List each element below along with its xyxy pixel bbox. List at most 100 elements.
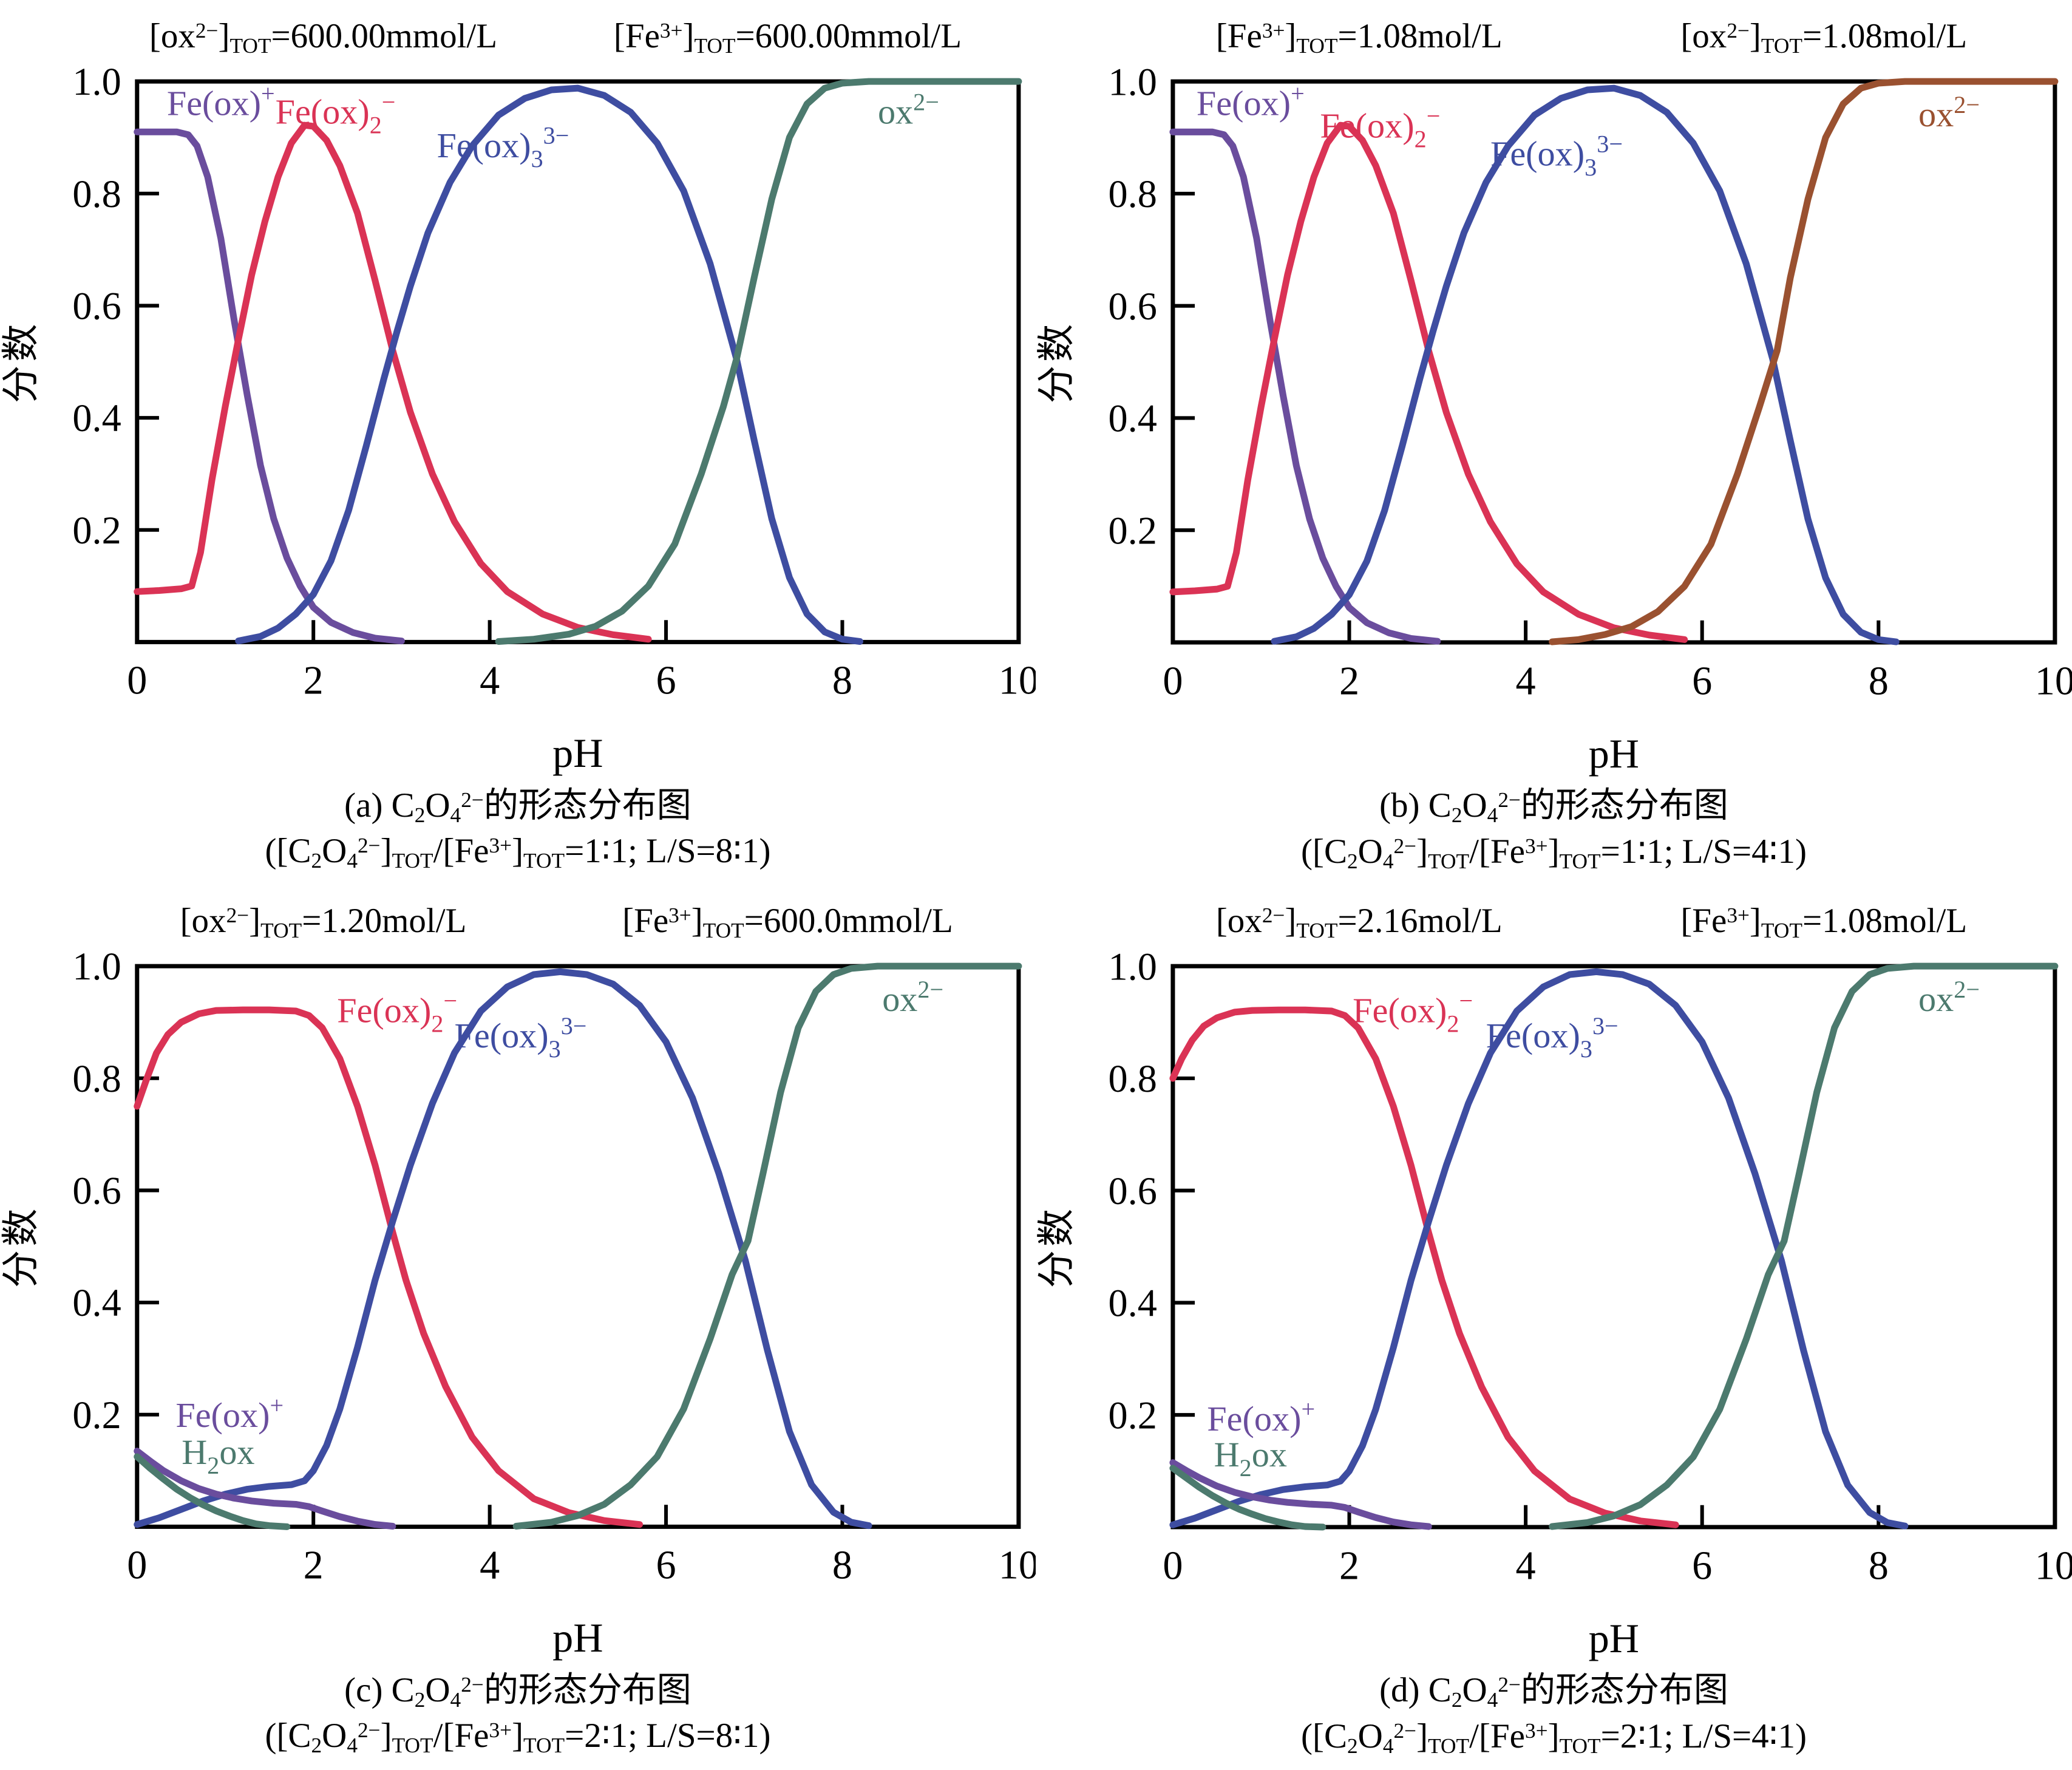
x-tick-label: 6: [1692, 659, 1712, 704]
panel-c-caption: (c) C2O42−的形态分布图 ([C2O42−]TOT/[Fe3+]TOT=…: [0, 1667, 1036, 1758]
y-tick-label: 0.8: [72, 172, 121, 216]
series-label-1: Fe(ox)2−: [276, 89, 396, 139]
series-curve-0: [134, 1007, 644, 1528]
panel-c-title-right: [Fe3+]TOT=600.0mmol/L: [622, 902, 953, 942]
x-tick-label: 10: [2035, 1544, 2072, 1588]
panel-d-plot: 0 2 4 6 8 10 0.2 0.4 0.6 0.8 1.0 Fe(ox)2− Fe(ox)33− o…: [1036, 945, 2072, 1662]
series-label-0: Fe(ox)2−: [337, 987, 457, 1038]
y-axis-title: 分数: [1036, 321, 1078, 404]
series-label-1: Fe(ox)33−: [455, 1012, 587, 1063]
series-label-4: H2ox: [182, 1432, 254, 1479]
panel-a-caption-line1: (a) C2O42−的形态分布图: [344, 786, 691, 827]
x-tick-label: 8: [832, 1544, 852, 1588]
series-label-2: Fe(ox)33−: [436, 122, 569, 172]
x-axis-title: pH: [1589, 1615, 1639, 1661]
panel-b-plot: 0 2 4 6 8 10 0.2 0.4 0.6 0.8 1.0 Fe(ox)+ Fe(ox)2− Fe(…: [1036, 61, 2072, 777]
y-tick-label: 0.8: [1109, 172, 1157, 216]
panel-a-plot: 0 2 4 6 8 10 0.2 0.4 0.6 0.8 1.0 Fe(ox)+ Fe(ox)2− Fe(…: [1, 61, 1036, 777]
x-axis-title: pH: [552, 1615, 603, 1661]
x-tick-label: 2: [1339, 659, 1359, 704]
y-tick-label: 0.4: [1109, 397, 1157, 440]
y-tick-label: 0.2: [1109, 1394, 1157, 1437]
panel-a-header: [ox2−]TOT=600.00mmol/L [Fe3+]TOT=600.00m…: [0, 0, 1036, 57]
panel-d-title-right: [Fe3+]TOT=1.08mol/L: [1680, 902, 1968, 942]
y-tick-label: 0.4: [72, 1282, 121, 1325]
series-curve-4: [1169, 1465, 1326, 1531]
panel-a: [ox2−]TOT=600.00mmol/L [Fe3+]TOT=600.00m…: [0, 0, 1036, 885]
panel-c-header: [ox2−]TOT=1.20mol/L [Fe3+]TOT=600.0mmol/…: [0, 885, 1036, 942]
y-tick-label: 0.4: [1109, 1282, 1157, 1325]
x-tick-label: 6: [656, 659, 676, 703]
panel-b-header: [Fe3+]TOT=1.08mol/L [ox2−]TOT=1.08mol/L: [1036, 0, 2072, 57]
x-axis-title: pH: [1589, 730, 1639, 777]
y-tick-label: 1.0: [1109, 945, 1157, 989]
panel-b-caption-line1: (b) C2O42−的形态分布图: [1379, 786, 1728, 828]
series-curve-2: [512, 963, 1022, 1530]
y-tick-label: 0.2: [1109, 509, 1157, 553]
panel-d-caption: (d) C2O42−的形态分布图 ([C2O42−]TOT/[Fe3+]TOT=…: [1036, 1667, 2072, 1758]
y-tick-label: 0.8: [72, 1057, 121, 1100]
x-tick-label: 4: [1516, 1544, 1536, 1588]
x-axis-title: pH: [552, 730, 603, 777]
series-curve-1: [1169, 968, 1909, 1530]
series-label-0: Fe(ox)+: [167, 80, 275, 123]
y-axis-title: 分数: [1, 321, 42, 403]
x-tick-label: 8: [832, 659, 852, 703]
x-tick-label: 2: [304, 659, 324, 703]
x-tick-label: 0: [127, 659, 147, 703]
series-curve-3: [1169, 1459, 1432, 1530]
y-tick-label: 0.6: [72, 1169, 121, 1213]
x-tick-label: 4: [480, 1544, 500, 1588]
series-curve-3: [1549, 78, 2059, 645]
series-label-2: ox2−: [882, 976, 943, 1019]
plot-frame: [1170, 80, 2057, 645]
y-tick-label: 1.0: [72, 945, 121, 989]
series-label-3: Fe(ox)+: [175, 1392, 284, 1435]
x-tick-label: 0: [127, 1544, 147, 1588]
x-tick-label: 10: [2035, 659, 2072, 704]
x-tick-label: 2: [304, 1544, 324, 1588]
series-label-0: Fe(ox)+: [1197, 80, 1305, 123]
panel-c-caption-line1: (c) C2O42−的形态分布图: [344, 1670, 691, 1712]
y-axis-title: 分数: [1, 1205, 42, 1288]
y-tick-label: 0.8: [1109, 1057, 1157, 1100]
series-label-3: ox2−: [878, 89, 939, 132]
x-tick-label: 2: [1339, 1544, 1359, 1588]
series-label-1: Fe(ox)2−: [1320, 103, 1440, 153]
panel-a-title-right: [Fe3+]TOT=600.00mmol/L: [613, 17, 962, 58]
x-tick-label: 10: [999, 659, 1036, 703]
panel-d-title-left: [ox2−]TOT=2.16mol/L: [1215, 902, 1503, 942]
x-tick-label: 0: [1163, 659, 1183, 704]
y-axis-title: 分数: [1036, 1205, 1078, 1288]
x-tick-label: 6: [1692, 1544, 1712, 1588]
plot-frame: [135, 964, 1021, 1530]
panel-d-header: [ox2−]TOT=2.16mol/L [Fe3+]TOT=1.08mol/L: [1036, 885, 2072, 942]
panel-d: [ox2−]TOT=2.16mol/L [Fe3+]TOT=1.08mol/L …: [1036, 885, 2072, 1770]
series-label-2: ox2−: [1918, 976, 1980, 1019]
panel-d-caption-line1: (d) C2O42−的形态分布图: [1379, 1671, 1728, 1712]
y-tick-label: 0.6: [1109, 1169, 1157, 1213]
panel-b-title-left: [Fe3+]TOT=1.08mol/L: [1215, 17, 1503, 58]
series-curve-1: [1169, 122, 1688, 644]
series-label-3: Fe(ox)+: [1207, 1395, 1315, 1438]
series-curve-3: [134, 1448, 396, 1530]
panel-c-title-left: [ox2−]TOT=1.20mol/L: [180, 902, 467, 942]
series-curve-2: [235, 85, 864, 645]
x-tick-label: 6: [656, 1544, 676, 1588]
y-tick-label: 0.2: [72, 509, 121, 552]
series-label-3: ox2−: [1918, 91, 1980, 134]
plot-frame: [1170, 964, 2057, 1530]
series-curve-0: [1169, 1007, 1679, 1529]
y-tick-label: 0.4: [72, 397, 121, 440]
series-label-1: Fe(ox)33−: [1486, 1012, 1619, 1063]
y-tick-label: 1.0: [72, 61, 121, 104]
x-tick-label: 8: [1869, 1544, 1889, 1588]
x-tick-label: 4: [480, 659, 500, 703]
panel-c-caption-line2: ([C2O42−]TOT/[Fe3+]TOT=2∶1; L/S=8∶1): [265, 1716, 771, 1757]
series-curve-2: [1549, 963, 2059, 1530]
series-curve-2: [1271, 85, 1900, 645]
series-curve-0: [1169, 129, 1441, 645]
panel-a-caption-line2: ([C2O42−]TOT/[Fe3+]TOT=1∶1; L/S=8∶1): [265, 831, 771, 873]
panel-b-caption: (b) C2O42−的形态分布图 ([C2O42−]TOT/[Fe3+]TOT=…: [1036, 783, 2072, 874]
